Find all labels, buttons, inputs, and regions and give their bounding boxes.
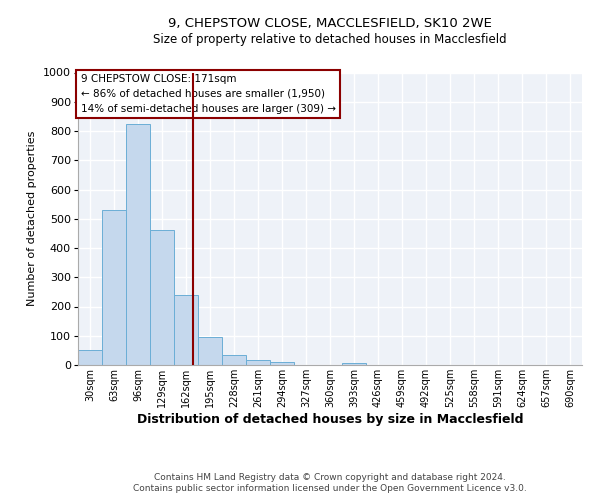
Bar: [246, 360, 270, 365]
Bar: [150, 230, 174, 365]
Text: Size of property relative to detached houses in Macclesfield: Size of property relative to detached ho…: [153, 32, 507, 46]
Bar: [174, 295, 198, 365]
Text: Contains public sector information licensed under the Open Government Licence v3: Contains public sector information licen…: [133, 484, 527, 493]
Bar: [222, 355, 246, 365]
Bar: [126, 124, 150, 365]
Text: 9 CHEPSTOW CLOSE: 171sqm
← 86% of detached houses are smaller (1,950)
14% of sem: 9 CHEPSTOW CLOSE: 171sqm ← 86% of detach…: [80, 74, 335, 114]
Bar: [270, 362, 294, 365]
Bar: [78, 350, 102, 365]
Bar: [102, 210, 126, 365]
Bar: [342, 362, 366, 365]
Y-axis label: Number of detached properties: Number of detached properties: [28, 131, 38, 306]
Text: 9, CHEPSTOW CLOSE, MACCLESFIELD, SK10 2WE: 9, CHEPSTOW CLOSE, MACCLESFIELD, SK10 2W…: [168, 18, 492, 30]
Bar: [198, 337, 222, 365]
Text: Contains HM Land Registry data © Crown copyright and database right 2024.: Contains HM Land Registry data © Crown c…: [154, 472, 506, 482]
Text: Distribution of detached houses by size in Macclesfield: Distribution of detached houses by size …: [137, 412, 523, 426]
